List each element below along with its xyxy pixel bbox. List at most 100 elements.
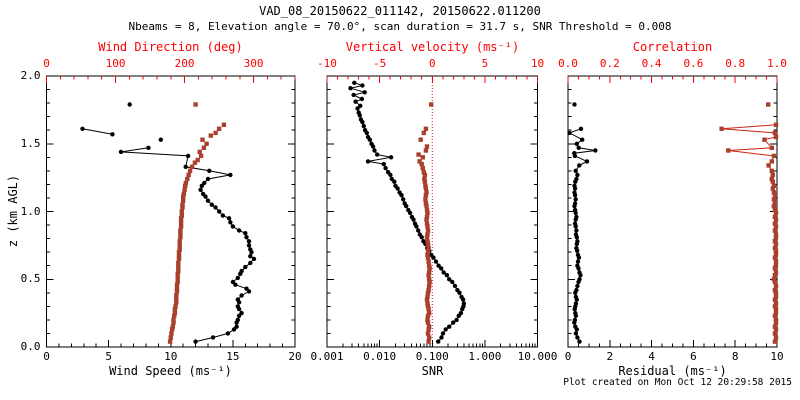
vertical-velocity-point: [424, 190, 429, 195]
wind-direction-point: [173, 304, 178, 309]
vertical-velocity-point: [426, 339, 431, 344]
correlation-point: [772, 313, 778, 318]
correlation-point: [773, 294, 779, 300]
wind-direction-point: [204, 141, 209, 146]
tick-label: 2: [606, 350, 614, 363]
snr-profile-point: [409, 214, 415, 220]
residual-point: [577, 277, 582, 282]
residual-point: [573, 168, 578, 173]
vertical-velocity-point: [426, 263, 432, 268]
correlation-point: [772, 207, 778, 213]
snr-profile-point: [352, 80, 357, 86]
tick-label: 0.5: [20, 272, 41, 286]
correlation-point: [773, 310, 779, 316]
tick-label: 1.0: [20, 204, 41, 218]
correlation-point: [773, 232, 779, 237]
wind-speed-point: [239, 293, 244, 298]
vertical-velocity-point: [423, 148, 429, 153]
vertical-velocity-point: [421, 130, 426, 136]
residual-point: [574, 214, 579, 220]
wind-direction-point: [174, 286, 180, 291]
correlation-point: [771, 183, 777, 188]
vertical-velocity-point: [423, 186, 429, 191]
snr-profile-point: [443, 327, 448, 332]
tick-label: -10: [317, 57, 337, 70]
residual-point: [573, 232, 579, 237]
x-top-label-wind-direction: Wind Direction (deg): [98, 40, 243, 54]
correlation-point: [773, 290, 779, 295]
wind-direction-point: [175, 275, 180, 281]
wind-direction-point: [172, 313, 177, 318]
wind-speed-point: [248, 254, 253, 259]
wind-speed-point: [225, 331, 231, 336]
snr-profile-point: [401, 197, 406, 202]
wind-direction-point: [167, 339, 173, 344]
wind-direction-point: [200, 137, 205, 142]
tick-label: 5: [105, 350, 112, 363]
wind-speed-point: [248, 260, 253, 266]
vertical-velocity-point: [418, 137, 423, 142]
wind-speed-point: [251, 256, 257, 262]
y-axis-label: z (km AGL): [6, 174, 20, 248]
snr-profile-point: [455, 287, 460, 293]
wind-direction-point: [181, 191, 187, 197]
wind-direction-point: [178, 228, 183, 233]
snr-profile-point: [365, 134, 371, 140]
correlation-point: [773, 122, 779, 127]
x-top-label-vertical-velocity: Vertical velocity (ms⁻¹): [345, 40, 520, 54]
correlation-point: [772, 297, 778, 302]
wind-speed-point: [127, 102, 132, 107]
correlation-point: [773, 263, 779, 268]
vertical-velocity-point: [427, 266, 432, 271]
wind-speed-point: [185, 153, 191, 159]
wind-speed-point: [243, 264, 248, 270]
vertical-velocity-point: [421, 170, 426, 175]
wind-direction-point: [185, 176, 190, 182]
vertical-velocity-point: [425, 241, 431, 247]
correlation-point: [719, 126, 724, 131]
snr-profile-point: [358, 117, 364, 122]
tick-label: 0: [564, 350, 572, 363]
vertical-velocity-point: [423, 126, 429, 131]
wind-speed-point: [230, 279, 236, 285]
wind-speed-point: [198, 187, 203, 192]
residual-point: [584, 159, 590, 164]
residual-point: [575, 172, 580, 178]
wind-speed-point: [110, 132, 115, 137]
vertical-velocity-point: [423, 197, 428, 202]
axis-ticks: [567, 75, 778, 348]
vertical-velocity-point: [416, 152, 421, 157]
snr-profile-point: [358, 103, 363, 109]
wind-speed-point: [243, 231, 248, 236]
wind-speed-point: [248, 247, 253, 252]
tick-label: 0.0: [558, 57, 578, 70]
correlation-point: [726, 148, 731, 153]
tick-label: 300: [243, 57, 264, 70]
tick-label: 6: [690, 350, 697, 363]
wind-direction-point: [183, 180, 189, 186]
snr-profile-point: [388, 155, 394, 160]
wind-direction-point: [208, 133, 213, 138]
vertical-velocity-point: [426, 270, 432, 275]
correlation-point: [773, 248, 779, 253]
residual-point: [575, 263, 580, 268]
snr-profile-point: [406, 207, 411, 213]
vertical-velocity-point: [426, 283, 432, 289]
correlation-point: [772, 324, 778, 329]
snr-profile-point: [458, 310, 464, 316]
wind-speed-point: [226, 216, 232, 221]
residual-point: [572, 151, 577, 156]
vertical-velocity-point: [424, 235, 430, 240]
wind-direction-point: [198, 153, 204, 159]
residual-point: [574, 245, 579, 251]
snr-profile-point: [444, 273, 450, 278]
correlation-point: [773, 270, 779, 275]
wind-speed-point: [244, 286, 249, 291]
plot-title: VAD_08_20150622_011142, 20150622.011200: [259, 4, 541, 18]
correlation-point: [770, 172, 775, 178]
residual-point: [572, 221, 578, 226]
snr-profile-point: [436, 263, 441, 268]
wind-direction-point: [170, 324, 175, 329]
wind-direction-point: [181, 198, 186, 203]
wind-direction-point: [186, 172, 191, 178]
